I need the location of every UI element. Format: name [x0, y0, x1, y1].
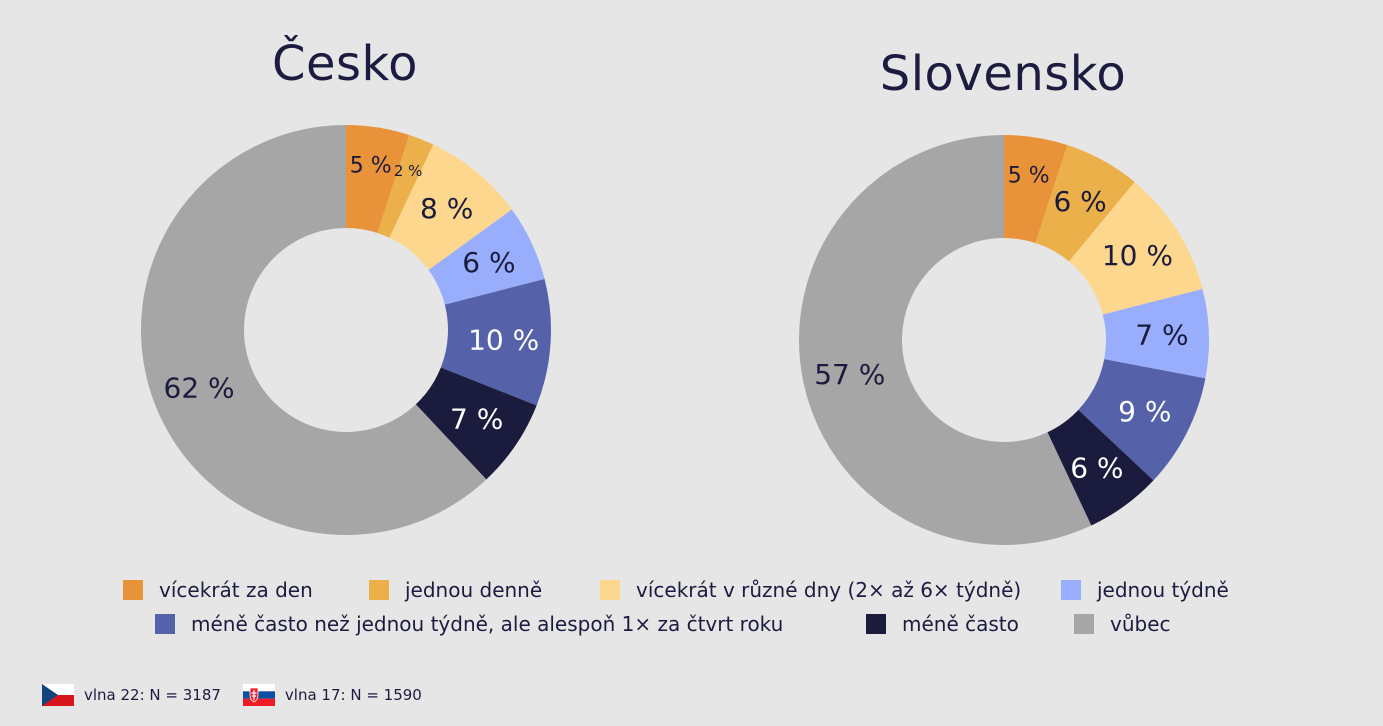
- data-label-jednou-denne: 6 %: [1053, 185, 1106, 218]
- legend-item-mene-casto-nez-jednou-tydne: méně často než jednou týdně, ale alespoň…: [155, 612, 783, 636]
- slice-mene-casto: [415, 367, 537, 480]
- slice-vicekrat-za-den: [1004, 135, 1068, 243]
- legend-label: méně často: [902, 612, 1019, 636]
- data-label-jednou-tydne: 6 %: [462, 246, 515, 279]
- legend-item-vicekrat-v-ruzne-dny: vícekrát v různé dny (2× až 6× týdně): [600, 578, 1021, 602]
- slice-mene-casto: [1047, 409, 1154, 526]
- slice-mene-casto-nez-jednou-tydne: [440, 279, 551, 406]
- slice-jednou-denne: [377, 135, 434, 238]
- data-label-vubec: 62 %: [164, 372, 235, 405]
- data-label-vicekrat-za-den: 5 %: [350, 153, 392, 178]
- legend-swatch: [155, 614, 175, 634]
- slice-mene-casto-nez-jednou-tydne: [1078, 359, 1206, 481]
- slice-vubec: [140, 125, 487, 535]
- data-label-mene-casto-nez-jednou-tydne: 10 %: [468, 323, 539, 356]
- data-label-mene-casto: 6 %: [1070, 451, 1123, 484]
- legend-item-jednou-denne: jednou denně: [369, 578, 542, 602]
- czech-flag-icon: [42, 684, 74, 706]
- data-label-vicekrat-v-ruzne-dny: 8 %: [420, 192, 473, 225]
- donut-slovensko: 5 %6 %10 %7 %9 %6 %57 %: [799, 135, 1209, 546]
- legend-label: vícekrát v různé dny (2× až 6× týdně): [636, 578, 1022, 602]
- data-label-mene-casto: 7 %: [450, 402, 503, 435]
- footer-cz-text: vlna 22: N = 3187: [84, 686, 221, 704]
- data-label-jednou-tydne: 7 %: [1135, 319, 1188, 352]
- slice-jednou-tydne: [428, 209, 545, 305]
- legend-item-vicekrat-za-den: vícekrát za den: [123, 578, 313, 602]
- data-label-mene-casto-nez-jednou-tydne: 9 %: [1118, 395, 1171, 428]
- footer-sk-text: vlna 17: N = 1590: [284, 686, 422, 704]
- slovak-flag-icon: [242, 684, 275, 706]
- legend-swatch: [123, 580, 143, 600]
- slice-jednou-tydne: [1102, 289, 1209, 379]
- slice-jednou-denne: [1035, 145, 1135, 262]
- legend-label: jednou týdně: [1097, 578, 1229, 602]
- legend-label: jednou denně: [405, 578, 543, 602]
- legend-item-vubec: vůbec: [1074, 612, 1171, 636]
- data-label-vicekrat-v-ruzne-dny: 10 %: [1102, 239, 1173, 272]
- donut-charts: 5 % 2 %8 %6 %10 %7 %62 % 5 %6 %10 %7 %9 %…: [140, 125, 1209, 546]
- legend-item-jednou-tydne: jednou týdně: [1061, 578, 1229, 602]
- donut-cesko: 5 % 2 % 8 % 6 % 10 % 7 % 62 %: [140, 125, 551, 535]
- chart-title-slovensko: Slovensko: [879, 46, 1127, 102]
- slice-vicekrat-v-ruzne-dny: [1069, 182, 1203, 315]
- data-label-jednou-denne: 2 %: [394, 162, 423, 180]
- legend-swatch: [1061, 580, 1081, 600]
- legend-label: méně často než jednou týdně, ale alespoň…: [191, 612, 784, 636]
- slice-vicekrat-za-den: [346, 125, 410, 233]
- slice-vicekrat-v-ruzne-dny: [389, 144, 512, 271]
- legend-label: vícekrát za den: [159, 578, 313, 602]
- data-label-vicekrat-za-den: 5 %: [1008, 163, 1050, 188]
- footer-sample-info: vlna 22: N = 3187 vlna 17: N = 1590: [42, 684, 444, 706]
- slice-vubec: [799, 135, 1092, 546]
- legend-label: vůbec: [1110, 612, 1171, 636]
- legend-item-mene-casto: méně často: [866, 612, 1019, 636]
- data-label-vubec: 57 %: [814, 358, 885, 391]
- legend-swatch: [866, 614, 886, 634]
- legend-swatch: [600, 580, 620, 600]
- legend-swatch: [369, 580, 389, 600]
- chart-title-cesko: Česko: [271, 36, 418, 92]
- legend-swatch: [1074, 614, 1094, 634]
